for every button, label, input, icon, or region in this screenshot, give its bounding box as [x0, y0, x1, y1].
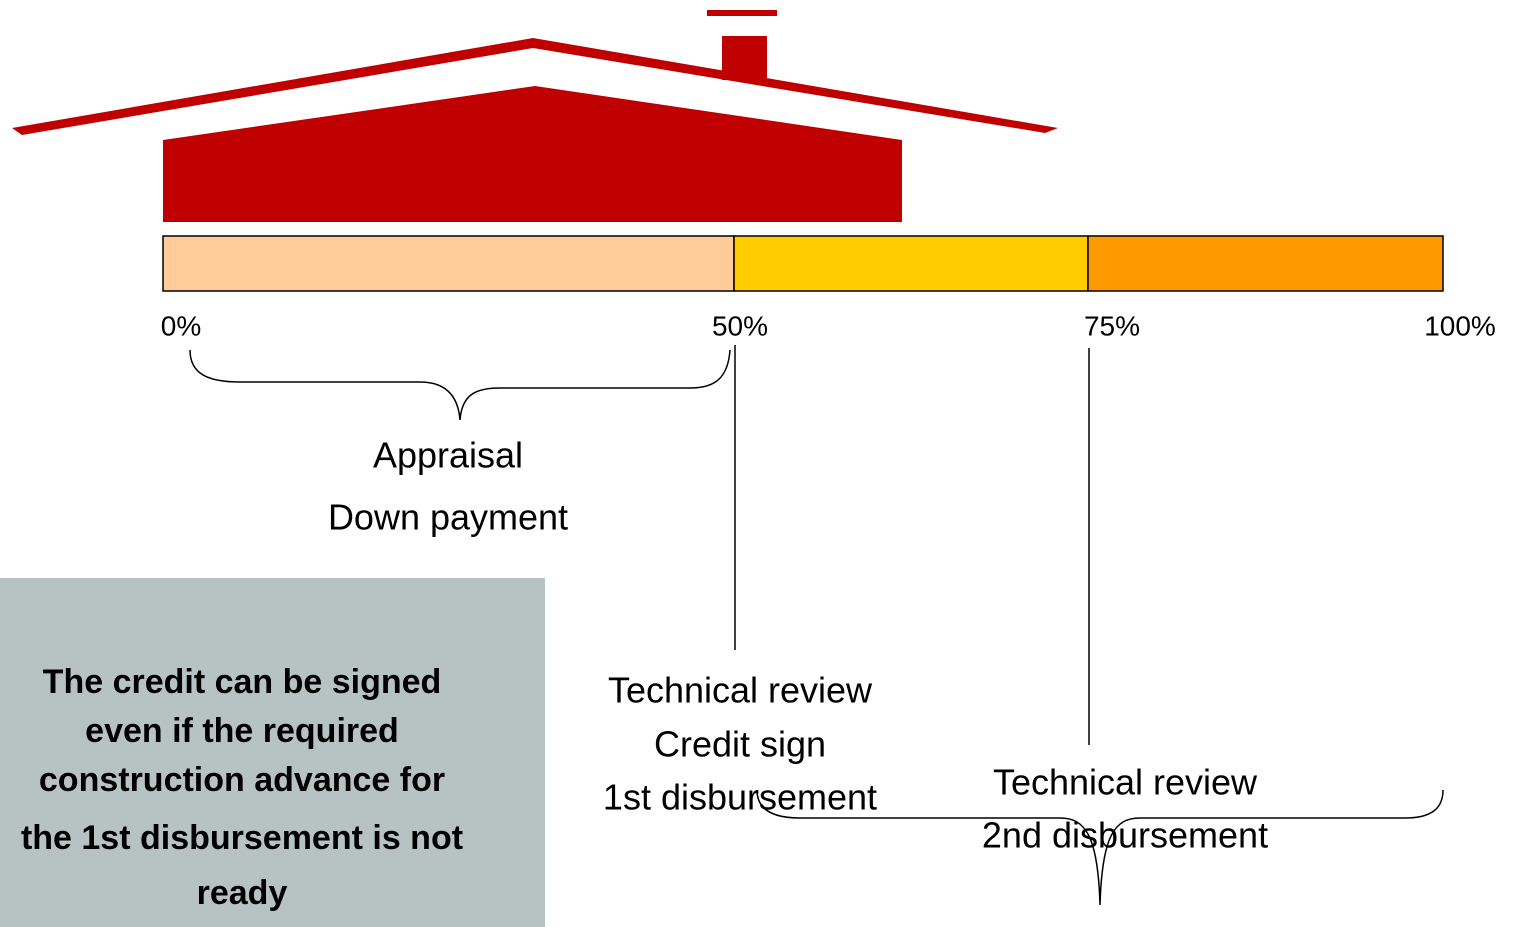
stage-label: Down payment [328, 497, 568, 538]
stage-label: Technical review [608, 670, 873, 711]
note-line: The credit can be signed [0, 663, 545, 702]
bar-segment [1088, 236, 1443, 291]
stage-label: Technical review [993, 762, 1258, 803]
tick-label: 50% [712, 310, 768, 341]
stage-label: Credit sign [654, 724, 826, 765]
chimney [722, 36, 767, 80]
tick-label: 0% [161, 310, 201, 341]
stage-label: 1st disbursement [603, 777, 877, 818]
house-body [163, 86, 902, 222]
tick-label: 75% [1084, 310, 1140, 341]
stage-label: 2nd disbursement [982, 815, 1268, 856]
stage-label: Appraisal [373, 435, 523, 476]
chimney-cap [707, 10, 777, 16]
tick-label: 100% [1424, 310, 1496, 341]
brace [190, 350, 730, 420]
note-line: construction advance for [0, 761, 545, 800]
bar-segment [163, 236, 734, 291]
page: 0% 50% 75% 100% Appraisal Down payment T… [0, 0, 1526, 927]
note-line: even if the required [0, 712, 545, 751]
note-line: ready [0, 874, 545, 913]
note-line: the 1st disbursement is not [0, 819, 545, 858]
bar-segment [734, 236, 1088, 291]
note-box: The credit can be signed even if the req… [0, 578, 545, 927]
